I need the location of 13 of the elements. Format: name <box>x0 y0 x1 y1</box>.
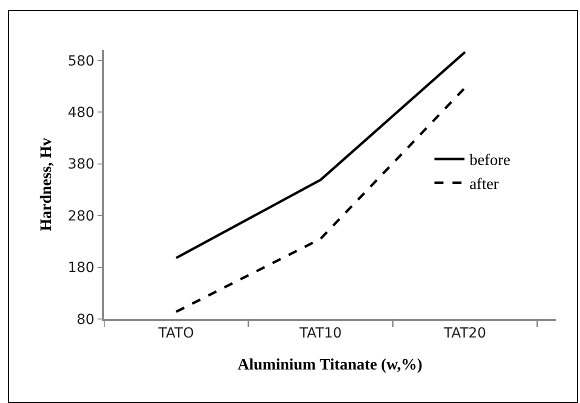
legend-label: before <box>469 152 510 170</box>
legend-label: after <box>469 176 500 193</box>
y-tick-label: 380 <box>68 156 94 173</box>
y-tick-label: 80 <box>76 312 94 328</box>
x-axis-title: Aluminium Titanate (w,%) <box>238 356 422 374</box>
x-tick-label: TAT10 <box>298 326 342 342</box>
x-tick-label: TAT20 <box>442 326 486 342</box>
y-axis-title: Hardness, Hv <box>38 138 56 232</box>
x-tick-label: TATO <box>157 326 194 342</box>
y-tick-label: 180 <box>68 260 94 276</box>
y-tick-label: 480 <box>68 104 94 121</box>
y-tick-label: 580 <box>68 53 94 70</box>
y-tick-label: 280 <box>68 208 94 224</box>
